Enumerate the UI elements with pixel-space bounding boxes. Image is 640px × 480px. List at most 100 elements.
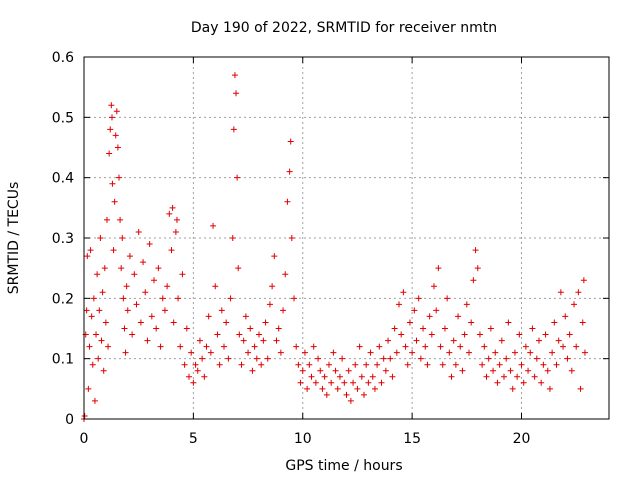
data-point — [374, 361, 381, 368]
data-point — [409, 349, 416, 356]
data-point — [417, 355, 424, 362]
data-point — [575, 289, 582, 296]
data-point — [97, 235, 104, 241]
data-point — [505, 319, 512, 326]
data-point — [354, 385, 361, 392]
data-point — [231, 72, 238, 79]
data-point — [422, 343, 429, 350]
data-point — [214, 331, 221, 338]
data-point — [295, 361, 302, 368]
data-point — [406, 319, 413, 326]
data-point — [105, 343, 112, 350]
data-point — [291, 295, 297, 302]
data-point — [487, 325, 494, 332]
data-point — [444, 295, 451, 302]
data-point — [108, 102, 115, 109]
data-point — [533, 355, 540, 362]
data-point — [321, 373, 328, 380]
data-point — [170, 319, 177, 326]
data-point — [358, 373, 365, 380]
data-point — [459, 367, 466, 374]
data-point — [522, 343, 529, 350]
data-point — [317, 367, 324, 374]
data-point — [529, 325, 536, 332]
data-point — [476, 331, 483, 338]
data-point — [542, 331, 549, 338]
data-point — [83, 307, 90, 314]
data-point — [140, 259, 147, 266]
x-tick-label: 10 — [294, 431, 312, 447]
data-point — [496, 361, 503, 368]
data-point — [304, 385, 311, 392]
data-point — [84, 253, 91, 260]
data-point — [173, 216, 180, 223]
data-point — [544, 367, 551, 374]
data-point — [301, 349, 308, 356]
data-point — [490, 367, 497, 374]
data-point — [540, 361, 547, 368]
data-point — [424, 361, 431, 368]
data-point — [230, 126, 237, 133]
data-point — [509, 385, 516, 392]
data-point — [109, 114, 115, 121]
data-point — [380, 355, 387, 362]
data-point — [326, 361, 332, 368]
data-point — [199, 355, 206, 362]
data-point — [133, 301, 140, 308]
data-point — [201, 373, 208, 380]
y-tick-label: 0.4 — [52, 171, 74, 187]
data-point — [168, 247, 175, 254]
y-tick-label: 0.1 — [52, 352, 74, 368]
data-point — [177, 343, 184, 350]
data-point — [186, 373, 192, 380]
data-point — [146, 241, 153, 248]
data-point — [118, 265, 125, 272]
data-point — [157, 343, 164, 350]
data-point — [516, 331, 523, 338]
data-point — [549, 349, 556, 356]
data-point — [472, 247, 479, 254]
data-point — [391, 325, 398, 332]
x-axis-label: GPS time / hours — [285, 458, 402, 474]
data-point — [441, 325, 448, 332]
data-point — [282, 271, 289, 278]
data-point — [258, 361, 265, 368]
data-point — [546, 385, 553, 392]
data-point — [229, 235, 236, 241]
data-point — [531, 373, 538, 380]
data-point — [371, 385, 378, 392]
data-point — [350, 379, 357, 386]
data-point — [235, 265, 242, 272]
data-point — [117, 216, 124, 223]
data-point — [85, 385, 92, 392]
data-point — [123, 283, 130, 290]
data-point — [466, 349, 472, 356]
data-point — [361, 391, 367, 398]
data-point — [551, 319, 558, 326]
data-point — [225, 355, 232, 362]
data-point — [120, 295, 127, 302]
data-point — [308, 373, 315, 380]
data-point — [396, 301, 402, 308]
y-axis-label: SRMTID / TECUs — [6, 182, 22, 295]
data-point — [190, 379, 197, 386]
data-point — [100, 367, 107, 374]
data-point — [288, 235, 295, 241]
data-point — [93, 331, 100, 338]
data-point — [216, 361, 223, 368]
data-point — [389, 373, 396, 380]
data-point — [242, 313, 249, 320]
data-point — [557, 289, 564, 296]
data-point — [142, 289, 149, 296]
grid — [84, 57, 609, 419]
data-point — [503, 355, 510, 362]
data-point — [485, 355, 492, 362]
data-point — [319, 385, 326, 392]
data-point — [112, 132, 119, 139]
data-point — [573, 343, 580, 350]
data-point — [553, 361, 560, 368]
data-point — [164, 283, 171, 290]
data-point — [450, 337, 457, 344]
data-point — [249, 367, 256, 374]
data-point — [264, 355, 271, 362]
